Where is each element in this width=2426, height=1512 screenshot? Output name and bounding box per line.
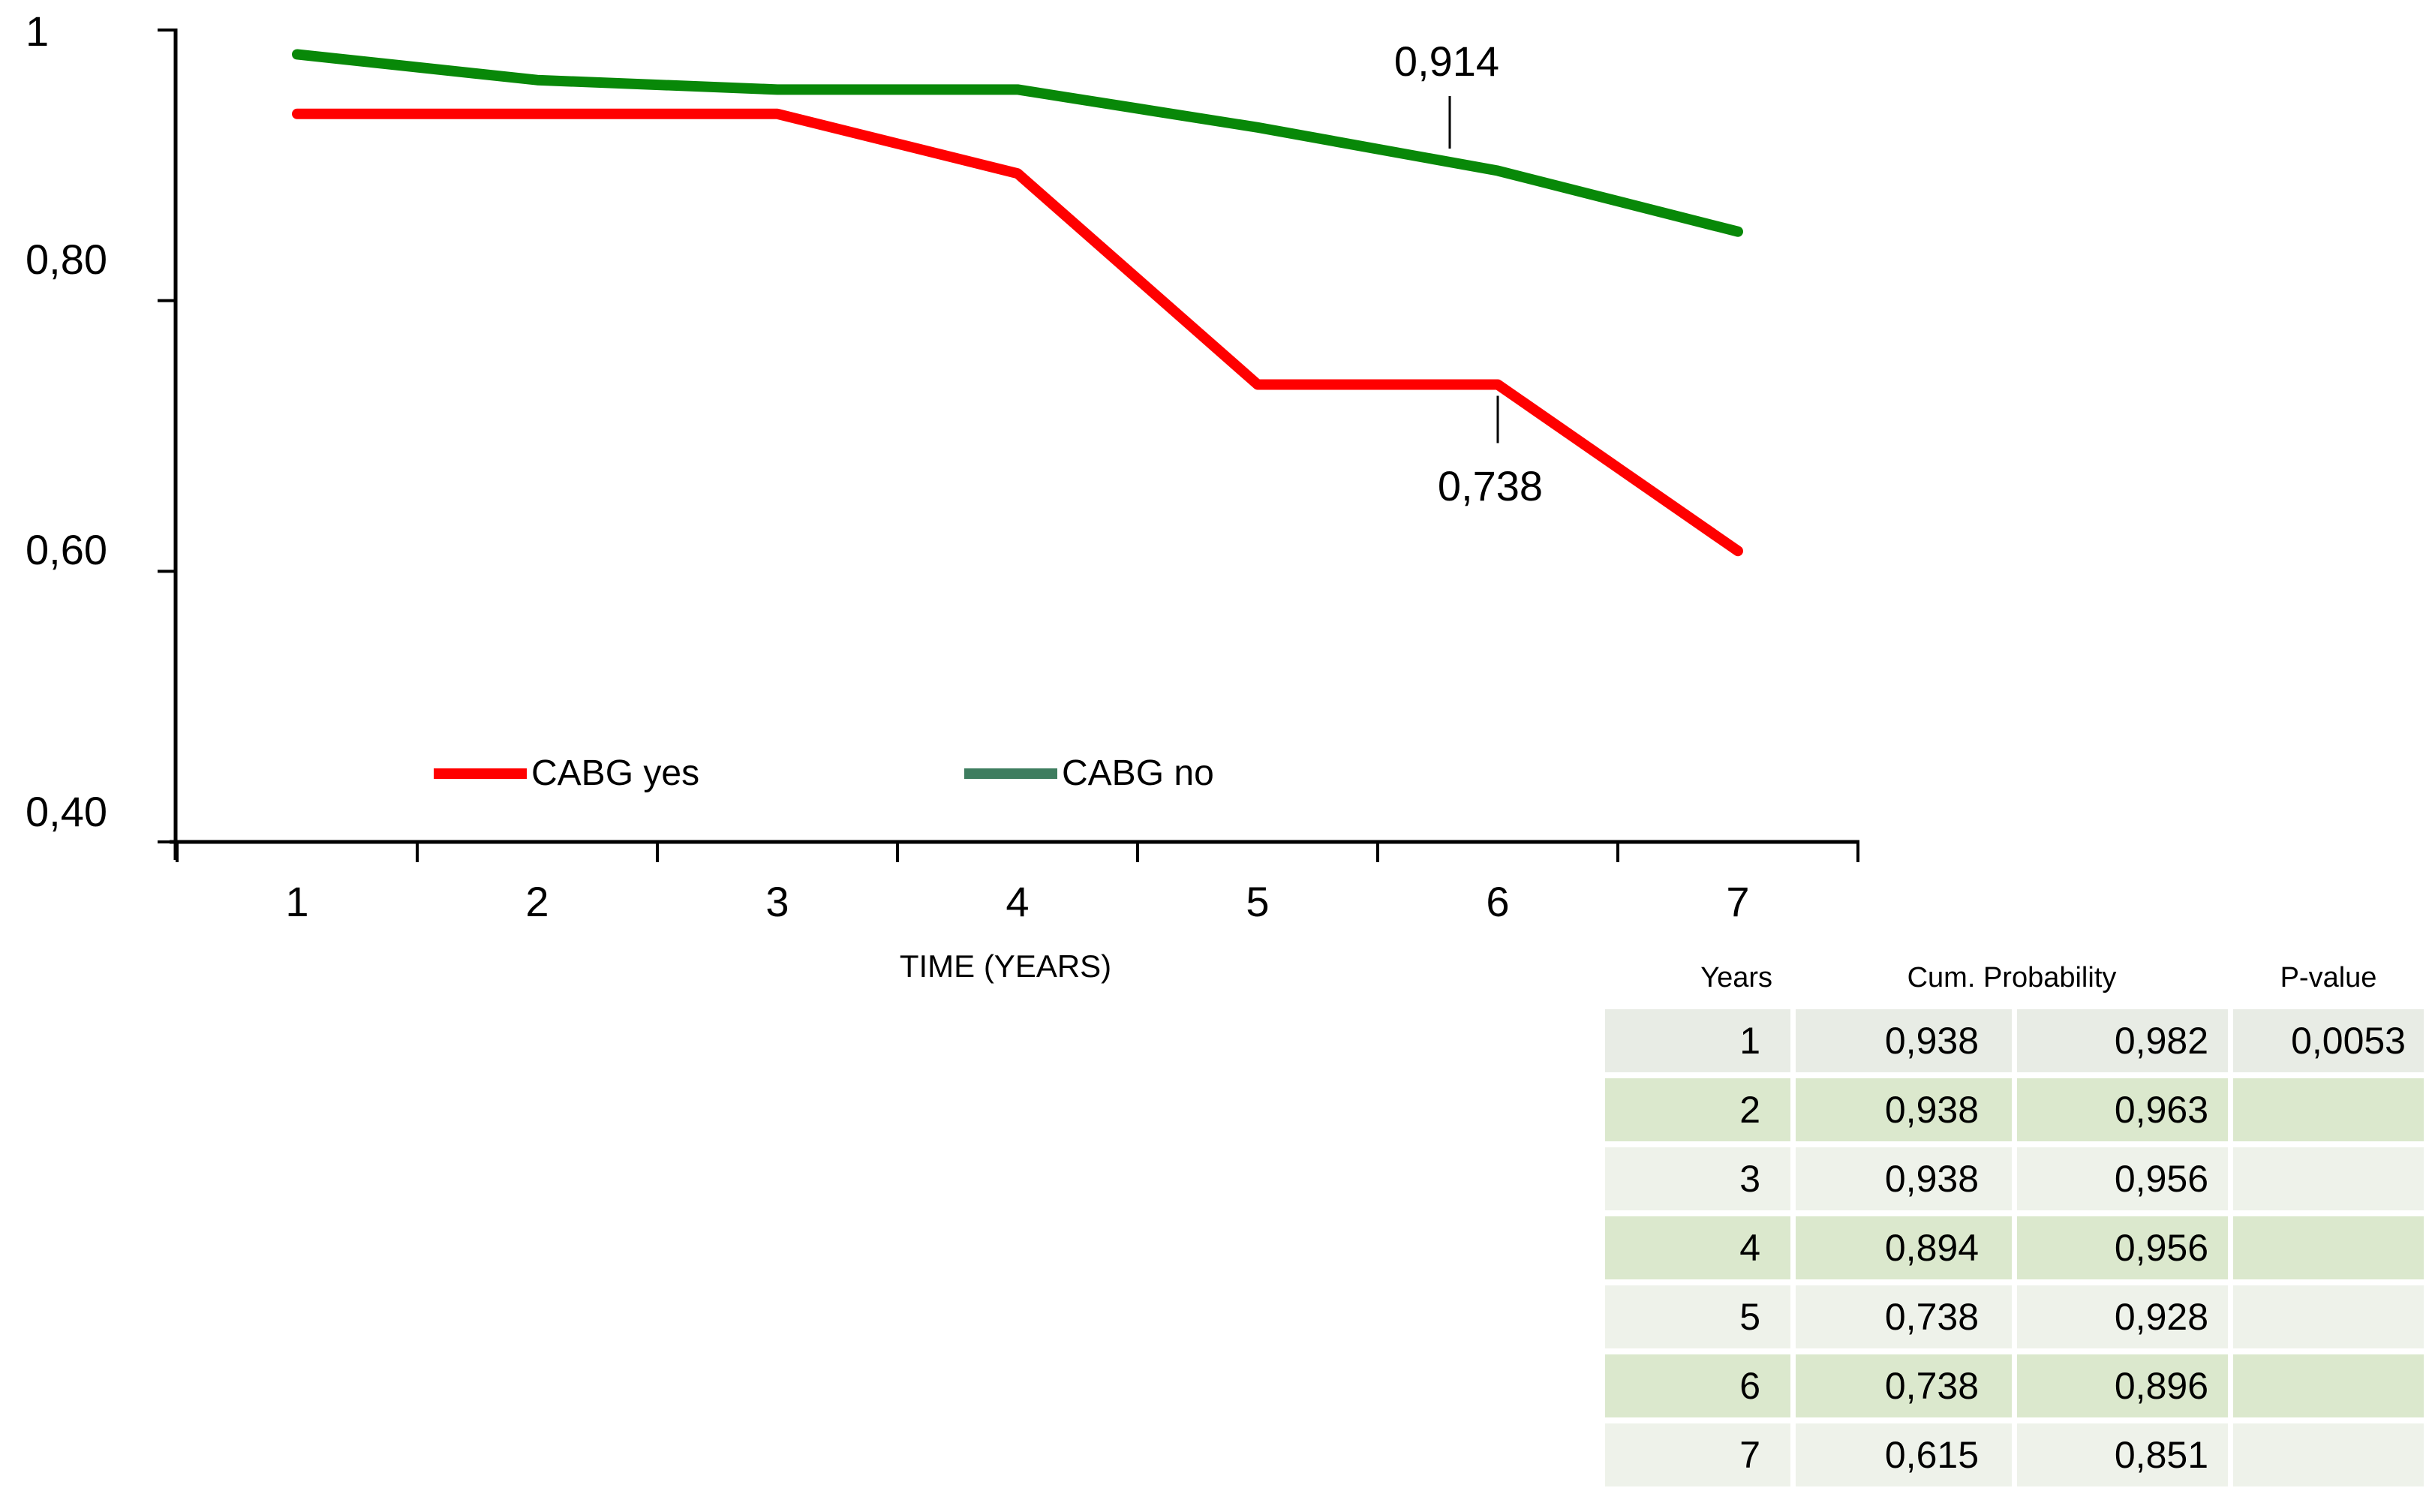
y-tick-label: 0,80: [26, 235, 107, 283]
x-tick-label: 5: [1246, 878, 1270, 925]
table-header-cum-probability: Cum. Probability: [1907, 961, 2117, 993]
table-row: 1 0,938 0,982 0,0053: [1605, 1009, 2424, 1072]
legend-swatch-cabg-yes: [434, 768, 527, 779]
table-row: 7 0,615 0,851: [1605, 1423, 2424, 1486]
table-cell: 4: [1605, 1216, 1790, 1279]
x-tick-label: 7: [1726, 878, 1750, 925]
y-tick-label: 0,60: [26, 526, 107, 574]
table-cell: 0,982: [2017, 1009, 2228, 1072]
table-cell: 0,0053: [2233, 1009, 2424, 1072]
annotation-label: 0,738: [1437, 462, 1544, 510]
table-cell: 0,938: [1796, 1147, 2012, 1210]
x-tick-label: 1: [285, 878, 309, 925]
table-cell: 0,938: [1796, 1078, 2012, 1141]
table-cell: 0,938: [1796, 1009, 2012, 1072]
table-cell: 0,615: [1796, 1423, 2012, 1486]
table-cell: 0,894: [1796, 1216, 2012, 1279]
legend-label: CABG yes: [531, 753, 700, 793]
table-row: 5 0,738 0,928: [1605, 1285, 2424, 1348]
annotation-label: 0,914: [1393, 38, 1500, 85]
table-row: 4 0,894 0,956: [1605, 1216, 2424, 1279]
table-cell: 0,851: [2017, 1423, 2228, 1486]
table-cell: [2233, 1147, 2424, 1210]
legend-swatch-cabg-no: [964, 768, 1057, 779]
table-body: 1 0,938 0,982 0,0053 2 0,938 0,963 3 0,938 0,956 4…: [1605, 1009, 2424, 1486]
table-cell: [2233, 1423, 2424, 1486]
table-cell: 0,738: [1796, 1354, 2012, 1417]
x-axis-title: TIME (YEARS): [899, 948, 1112, 984]
table-row: 2 0,938 0,963: [1605, 1078, 2424, 1141]
x-tick-label: 6: [1486, 878, 1510, 925]
table-header-years: Years: [1700, 961, 1772, 993]
table-cell: 7: [1605, 1423, 1790, 1486]
table-row: 6 0,738 0,896: [1605, 1354, 2424, 1417]
table-cell: 0,738: [1796, 1285, 2012, 1348]
table-cell: [2233, 1078, 2424, 1141]
table-cell: 0,963: [2017, 1078, 2228, 1141]
series-line-cabg-no: [292, 49, 1743, 237]
table-cell: 0,956: [2017, 1216, 2228, 1279]
y-tick-label: 0,40: [26, 788, 107, 835]
legend-item-cabg-no: CABG no: [964, 756, 1214, 792]
table-header-p-value: P-value: [2280, 961, 2377, 993]
table-header-row: Years Cum. Probability P-value: [1605, 950, 2424, 1005]
x-tick-label: 4: [1006, 878, 1030, 925]
x-tick-label: 2: [525, 878, 549, 925]
table-cell: 0,896: [2017, 1354, 2228, 1417]
table-cell: [2233, 1354, 2424, 1417]
legend-item-cabg-yes: CABG yes: [434, 756, 699, 792]
table-cell: [2233, 1285, 2424, 1348]
series-line-cabg-yes: [292, 108, 1743, 557]
table-cell: [2233, 1216, 2424, 1279]
table-cell: 1: [1605, 1009, 1790, 1072]
table-cell: 2: [1605, 1078, 1790, 1141]
x-tick-label: 3: [765, 878, 789, 925]
table-cell: 0,928: [2017, 1285, 2228, 1348]
table-cell: 6: [1605, 1354, 1790, 1417]
table-cell: 5: [1605, 1285, 1790, 1348]
table-row: 3 0,938 0,956: [1605, 1147, 2424, 1210]
table-cell: 3: [1605, 1147, 1790, 1210]
legend-label: CABG no: [1062, 753, 1214, 793]
y-tick-label: 1: [26, 8, 50, 55]
probability-table: Years Cum. Probability P-value 1 0,938 0,9…: [1605, 950, 2424, 1486]
table-cell: 0,956: [2017, 1147, 2228, 1210]
